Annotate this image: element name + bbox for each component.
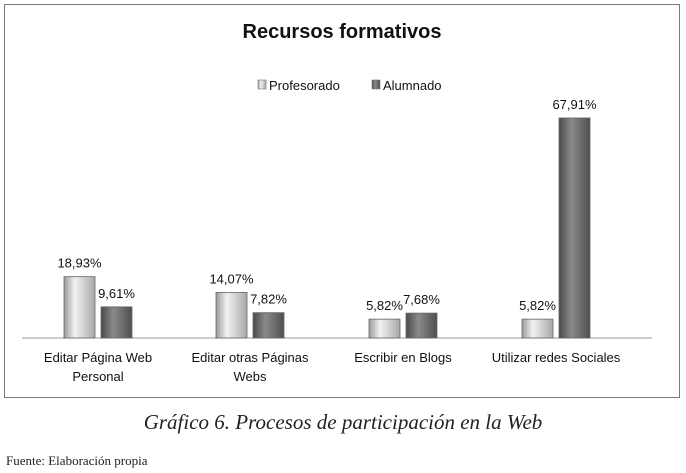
category-label-1-line-1: Webs: [234, 369, 267, 384]
legend-label-alumnado: Alumnado: [383, 78, 442, 93]
source-note: Fuente: Elaboración propia: [6, 453, 148, 468]
bar-alumnado-2: [405, 312, 438, 339]
legend-swatch-alumnado: [371, 79, 381, 90]
category-label-1-line-0: Editar otras Páginas: [191, 350, 309, 365]
value-label-alumnado-0: 9,61%: [98, 286, 135, 301]
chart-title: Recursos formativos: [243, 21, 442, 43]
bar-alumnado-3: [558, 117, 591, 339]
value-label-profesorado-3: 5,82%: [519, 298, 556, 313]
legend-swatch-profesorado: [257, 79, 267, 90]
category-labels: Editar Página Web Personal Editar otras Pá…: [44, 350, 621, 384]
bar-profesorado-1: [215, 292, 248, 339]
value-label-profesorado-2: 5,82%: [366, 298, 403, 313]
value-labels: 18,93%9,61%14,07%7,82% 5,82% 7,68% 5,82%67,…: [57, 97, 597, 313]
category-label-0-line-0: Editar Página Web: [44, 350, 152, 365]
legend-label-profesorado: Profesorado: [269, 78, 340, 93]
figure-caption: Gráfico 6. Procesos de participación en …: [143, 410, 543, 434]
value-label-alumnado-1: 7,82%: [250, 292, 287, 307]
value-label-alumnado-3: 67,91%: [552, 97, 597, 112]
bar-chart: Recursos formativos Profesorado Alumnado …: [22, 21, 652, 384]
value-label-alumnado-2: 7,68%: [403, 292, 440, 307]
value-label-profesorado-0: 18,93%: [57, 256, 102, 271]
value-label-profesorado-1: 14,07%: [209, 271, 254, 286]
legend: Profesorado Alumnado: [257, 78, 442, 93]
category-label-0-line-1: Personal: [72, 369, 123, 384]
category-label-2-line-0: Escribir en Blogs: [354, 350, 452, 365]
bar-alumnado-0: [100, 306, 133, 339]
bars: [63, 117, 591, 339]
bar-profesorado-3: [521, 318, 554, 339]
bar-alumnado-1: [252, 312, 285, 339]
bar-profesorado-0: [63, 276, 96, 339]
category-label-3-line-0: Utilizar redes Sociales: [492, 350, 621, 365]
bar-profesorado-2: [368, 318, 401, 339]
